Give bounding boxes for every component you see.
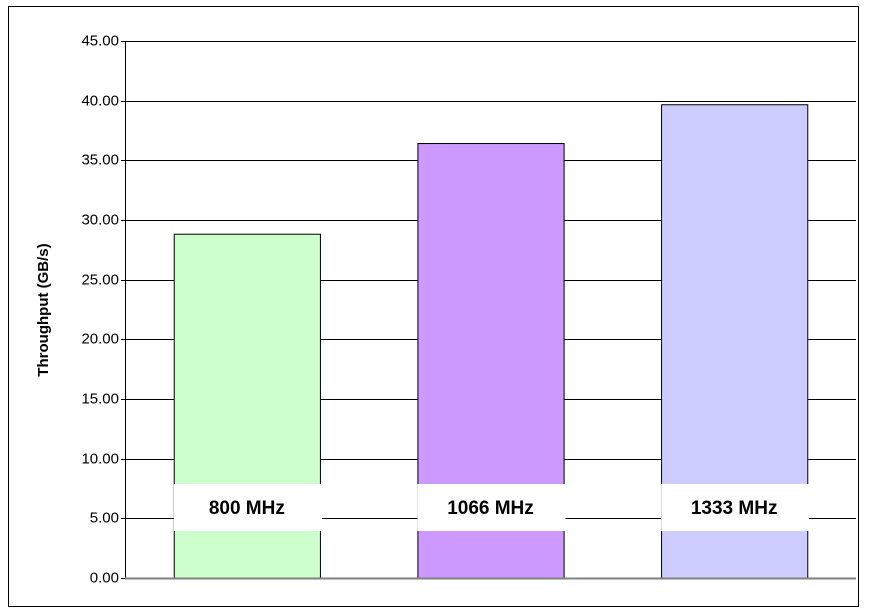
y-tick-label: 25.00 (81, 271, 119, 288)
category-label-box (661, 484, 810, 531)
y-axis-label: Throughput (GB/s) (35, 243, 52, 376)
y-tick-label: 0.00 (90, 569, 119, 586)
y-tick-label: 35.00 (81, 151, 119, 168)
y-tick-label: 45.00 (81, 32, 119, 49)
y-tick-label: 40.00 (81, 92, 119, 109)
category-label: 1066 MHz (447, 498, 534, 519)
y-tick-label: 15.00 (81, 390, 119, 407)
y-tick-label: 5.00 (90, 509, 119, 526)
category-label: 800 MHz (209, 498, 285, 519)
y-tick-label: 10.00 (81, 450, 119, 467)
category-label: 1333 MHz (691, 498, 778, 519)
y-tick-label: 20.00 (81, 330, 119, 347)
y-tick-label: 30.00 (81, 211, 119, 228)
category-label-box (173, 484, 322, 531)
category-label-box (417, 484, 566, 531)
